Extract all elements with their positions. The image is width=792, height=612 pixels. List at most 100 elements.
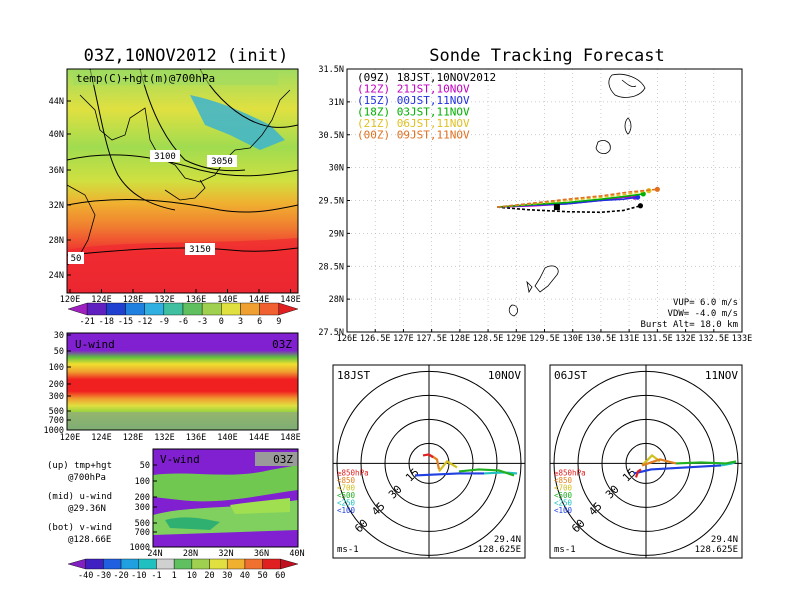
map-ytick: 32N — [49, 201, 64, 211]
colorbar-label: -12 — [137, 317, 152, 327]
v-ytick: 200 — [135, 493, 150, 503]
u-xtick: 144E — [249, 433, 269, 443]
colorbar-label: 6 — [257, 317, 262, 327]
colorbar-label: -9 — [159, 317, 169, 327]
wind-colorbar-swatch — [120, 558, 139, 570]
hodo-level: <700 — [554, 483, 573, 492]
track-ytick: 31N — [329, 98, 344, 108]
wind-colorbar-label: -20 — [113, 571, 128, 581]
param-burst: Burst Alt= 18.0 km — [640, 320, 738, 330]
track-xtick: 128E — [450, 334, 470, 344]
track-endpoint — [635, 194, 641, 200]
u-xtick: 136E — [186, 433, 206, 443]
track-line — [497, 205, 641, 214]
map-xtick: 120E — [60, 295, 80, 305]
map-ytick: 28N — [49, 236, 64, 246]
hodo-lon: 128.625E — [478, 545, 521, 555]
v-xtick: 28N — [183, 549, 198, 559]
hodograph-trace — [634, 468, 642, 478]
wind-colorbar-label: -10 — [131, 571, 146, 581]
track-xtick: 131.5E — [642, 334, 673, 344]
right-title: Sonde Tracking Forecast — [429, 46, 664, 66]
colorbar-swatch — [221, 302, 241, 316]
hodograph-trace — [422, 453, 434, 459]
v-xtick: 36N — [254, 549, 269, 559]
map-ytick: 24N — [49, 271, 64, 281]
v-ytick: 1000 — [130, 543, 150, 553]
u-panel-label: U-wind — [75, 338, 115, 351]
legend-entry: (18Z) 03JST,11NOV — [357, 106, 470, 119]
track-endpoint — [637, 203, 644, 209]
track-ytick: 29.5N — [318, 197, 344, 207]
sonde-tracks — [497, 186, 660, 214]
map-xtick: 124E — [91, 295, 111, 305]
wind-colorbar-swatch — [156, 558, 175, 570]
track-xtick: 129.5E — [529, 334, 560, 344]
hodo-level: <100 — [554, 506, 573, 515]
u-ytick: 50 — [54, 347, 64, 357]
note-mid: (mid) u-wind — [47, 492, 112, 502]
hodo-level: <850 — [337, 476, 356, 485]
u-xtick: 124E — [91, 433, 111, 443]
v-ytick: 700 — [135, 528, 150, 538]
colorbar-swatch — [86, 302, 107, 316]
param-vup: VUP= 6.0 m/s — [673, 298, 738, 308]
v-xtick: 32N — [218, 549, 233, 559]
wind-colorbar-swatch — [262, 558, 281, 570]
contour-label: 3150 — [189, 245, 211, 255]
hodograph-trace — [483, 471, 518, 475]
colorbar-label: -18 — [99, 317, 114, 327]
note-up: (up) tmp+hgt — [47, 461, 112, 471]
wind-colorbar-swatch — [103, 558, 122, 570]
wind-colorbar-swatch — [280, 558, 299, 570]
hodograph-trace — [414, 472, 484, 477]
param-vdw: VDW= -4.0 m/s — [668, 309, 738, 319]
hodograph-trace — [633, 464, 722, 475]
track-xtick: 132E — [675, 334, 695, 344]
hodo-date: 11NOV — [705, 369, 738, 382]
colorbar-label: 3 — [238, 317, 243, 327]
hodo-level: ≥850hPa — [554, 468, 586, 477]
wind-colorbar-label: 1 — [172, 571, 177, 581]
track-ytick: 30N — [329, 164, 344, 174]
hodo-time: 06JST — [554, 369, 587, 382]
legend-entry: (21Z) 06JST,11NOV — [357, 117, 470, 130]
u-xtick: 140E — [217, 433, 237, 443]
track-ytick: 30.5N — [318, 131, 344, 141]
u-panel-time: 03Z — [272, 338, 292, 351]
legend-entry: (09Z) 18JST,10NOV2012 — [357, 71, 496, 84]
wind-colorbar-swatch — [191, 558, 210, 570]
legend-entry: (15Z) 00JST,11NOV — [357, 94, 470, 107]
track-xtick: 130.5E — [586, 334, 617, 344]
u-ytick: 200 — [49, 380, 64, 390]
hodograph-trace — [438, 459, 458, 473]
track-xtick: 127.5E — [416, 334, 447, 344]
wind-colorbar-swatch — [85, 558, 104, 570]
note-up-level: @700hPa — [68, 473, 106, 483]
wind-colorbar-swatch — [209, 558, 228, 570]
side-notes: (up) tmp+hgt @700hPa (mid) u-wind @29.36… — [47, 461, 112, 545]
map-xtick: 136E — [186, 295, 206, 305]
u-ytick: 300 — [49, 392, 64, 402]
hodo-lon: 128.625E — [695, 545, 738, 555]
u-xtick: 132E — [154, 433, 174, 443]
wind-colorbar-swatch — [173, 558, 193, 570]
map-ytick: 36N — [49, 166, 64, 176]
v-ytick: 50 — [140, 461, 150, 471]
track-line — [497, 188, 658, 208]
hodo-level: ≥850hPa — [337, 468, 369, 477]
hodo-unit: ms-1 — [554, 545, 576, 555]
u-xtick: 128E — [123, 433, 143, 443]
hodo-level: <500 — [554, 491, 573, 500]
hodo-level: <250 — [337, 498, 356, 507]
contour-label: 3100 — [154, 152, 176, 162]
v-xtick: 40N — [289, 549, 304, 559]
wind-colorbar-label: 20 — [204, 571, 214, 581]
u-xtick: 120E — [60, 433, 80, 443]
track-ytick: 31.5N — [318, 65, 344, 75]
colorbar-label: -6 — [178, 317, 188, 327]
hodo-level: <250 — [554, 498, 573, 507]
